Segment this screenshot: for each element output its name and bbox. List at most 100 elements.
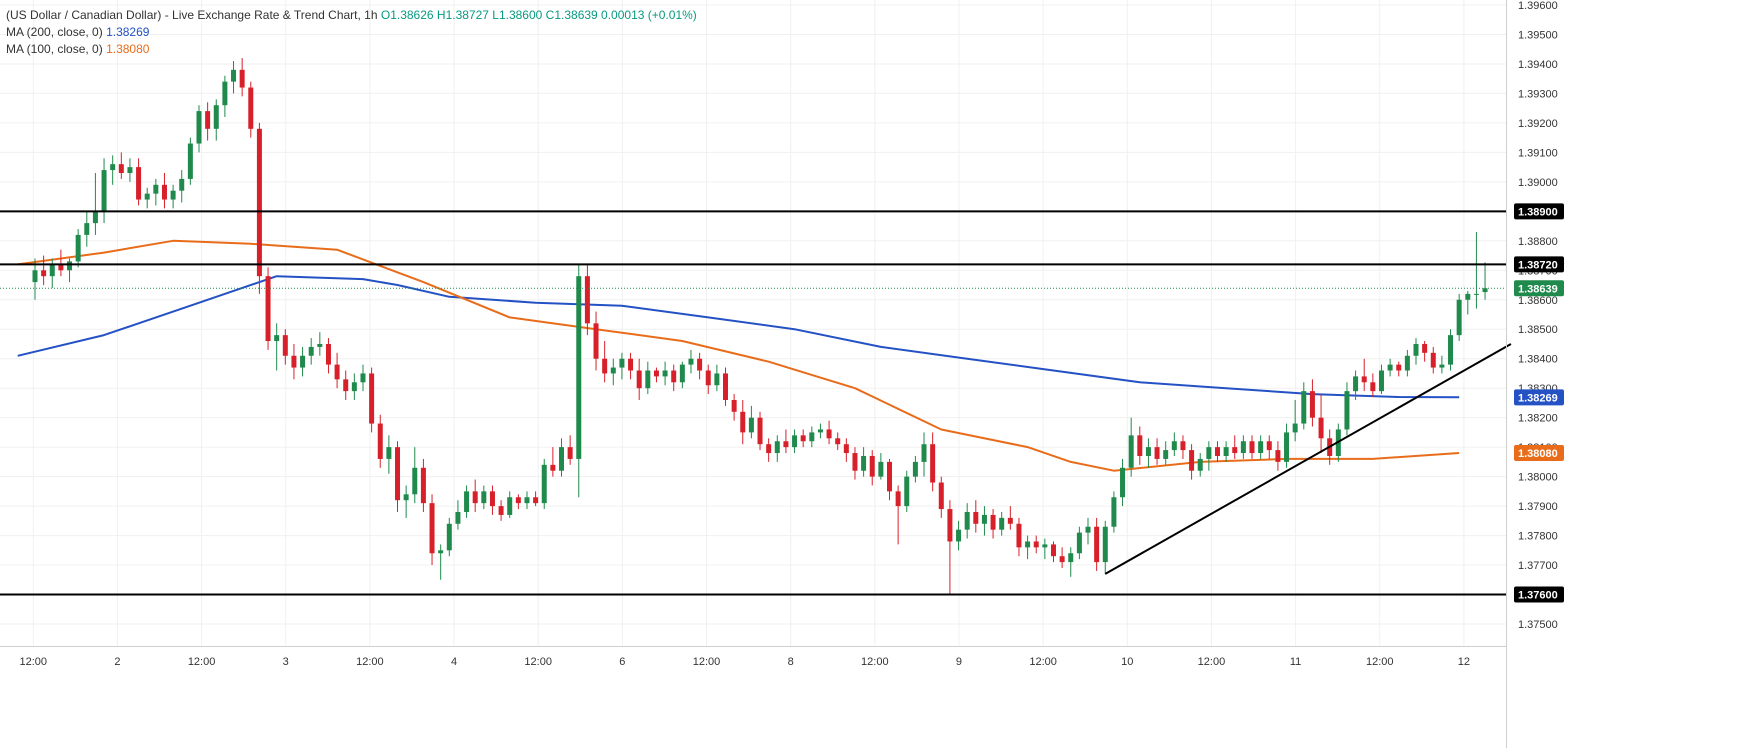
candle-body — [826, 429, 832, 439]
candle-body — [912, 461, 918, 477]
y-tick-label: 1.39200 — [1518, 118, 1558, 130]
candle — [1163, 441, 1169, 465]
candle — [101, 158, 107, 224]
chart-legend: (US Dollar / Canadian Dollar) - Live Exc… — [6, 7, 697, 58]
candle-body — [1318, 417, 1324, 439]
candle-body — [671, 370, 677, 383]
candle-body — [187, 143, 193, 179]
candle-body — [153, 184, 159, 194]
candle — [1456, 293, 1462, 342]
candle — [75, 229, 81, 268]
horizontal-levels[interactable] — [0, 210, 1506, 596]
candle-body — [369, 373, 375, 424]
candle-body — [58, 264, 64, 271]
y-tick-label: 1.38600 — [1518, 295, 1558, 307]
candle-body — [1430, 352, 1436, 368]
candle — [1007, 506, 1013, 530]
candle-body — [498, 506, 504, 515]
candle — [1206, 441, 1212, 471]
candle — [317, 332, 323, 356]
candle — [576, 264, 582, 498]
candle-body — [973, 511, 979, 524]
candle-body — [317, 343, 323, 347]
candle — [783, 429, 789, 454]
candle-body — [41, 270, 47, 277]
x-tick-label: 6 — [619, 656, 625, 668]
candle-body — [1284, 432, 1290, 462]
candle — [1473, 231, 1479, 309]
candle-body — [1309, 391, 1315, 418]
level-tag-label: 1.38900 — [1518, 206, 1558, 218]
candle-body — [282, 335, 288, 356]
candle-body — [938, 482, 944, 510]
candle — [1344, 382, 1350, 436]
candle-body — [1154, 447, 1160, 459]
candle — [265, 267, 271, 350]
candle-body — [1102, 526, 1108, 563]
candle — [861, 447, 867, 477]
candle-body — [688, 358, 694, 365]
candle — [1111, 491, 1117, 533]
candle — [1284, 423, 1290, 468]
y-tick-label: 1.39400 — [1518, 59, 1558, 71]
candle-body — [1111, 497, 1117, 527]
candle-body — [792, 435, 798, 448]
candle-body — [541, 464, 547, 504]
candle-body — [110, 164, 116, 171]
candle — [420, 458, 426, 512]
candle — [498, 500, 504, 521]
y-tick-label: 1.39600 — [1518, 0, 1558, 12]
candle-body — [869, 455, 875, 477]
x-tick-label: 12:00 — [861, 656, 889, 668]
candle-body — [809, 432, 815, 442]
candle-body — [1370, 382, 1376, 392]
candle-body — [429, 503, 435, 554]
candle-body — [1007, 517, 1013, 524]
candle — [1361, 358, 1367, 392]
candle-body — [515, 497, 521, 504]
candle-body — [49, 264, 55, 277]
candle-body — [662, 370, 668, 377]
trendline-layer[interactable] — [1104, 343, 1512, 575]
candle-body — [1059, 556, 1065, 563]
candle — [886, 458, 892, 501]
candle-body — [1361, 376, 1367, 383]
candle-body — [1206, 447, 1212, 459]
candle — [679, 361, 685, 389]
candle-body — [1076, 532, 1082, 554]
candle — [1396, 361, 1402, 377]
candle — [248, 81, 254, 138]
candle-body — [231, 69, 237, 82]
candle-body — [1258, 441, 1264, 454]
x-tick-label: 4 — [451, 656, 457, 668]
legend-ohlc: O1.38626 H1.38727 L1.38600 C1.38639 0.00… — [380, 8, 697, 22]
level-tag-label: 1.38720 — [1518, 259, 1558, 271]
candle — [187, 137, 193, 185]
candle-body — [800, 435, 806, 442]
candle-body — [507, 497, 513, 515]
y-tick-label: 1.38800 — [1518, 236, 1558, 248]
candle-body — [32, 270, 38, 283]
candle — [533, 491, 539, 507]
candle — [800, 429, 806, 448]
candle-body — [274, 335, 280, 342]
candle — [723, 367, 728, 406]
legend-ma200-row[interactable]: MA (200, close, 0) 1.38269 — [6, 24, 697, 41]
candle — [386, 435, 392, 474]
candle-body — [92, 211, 98, 224]
candle — [869, 450, 875, 486]
candle-body — [1422, 343, 1428, 353]
legend-ma200-label: MA (200, close, 0) — [6, 25, 103, 39]
candle — [515, 494, 521, 510]
x-tick-label: 12 — [1458, 656, 1470, 668]
candle-body — [843, 444, 849, 454]
candle-body — [947, 509, 953, 542]
candles — [32, 58, 1488, 595]
x-tick-label: 12:00 — [1029, 656, 1057, 668]
candle-body — [886, 461, 892, 492]
legend-ma100-row[interactable]: MA (100, close, 0) 1.38080 — [6, 41, 697, 58]
axes: 1.37500 1.37600 1.37700 1.37800 1.37900 1.380… — [0, 0, 1558, 748]
x-tick-label: 12:00 — [1198, 656, 1226, 668]
candle-body — [1301, 391, 1307, 424]
